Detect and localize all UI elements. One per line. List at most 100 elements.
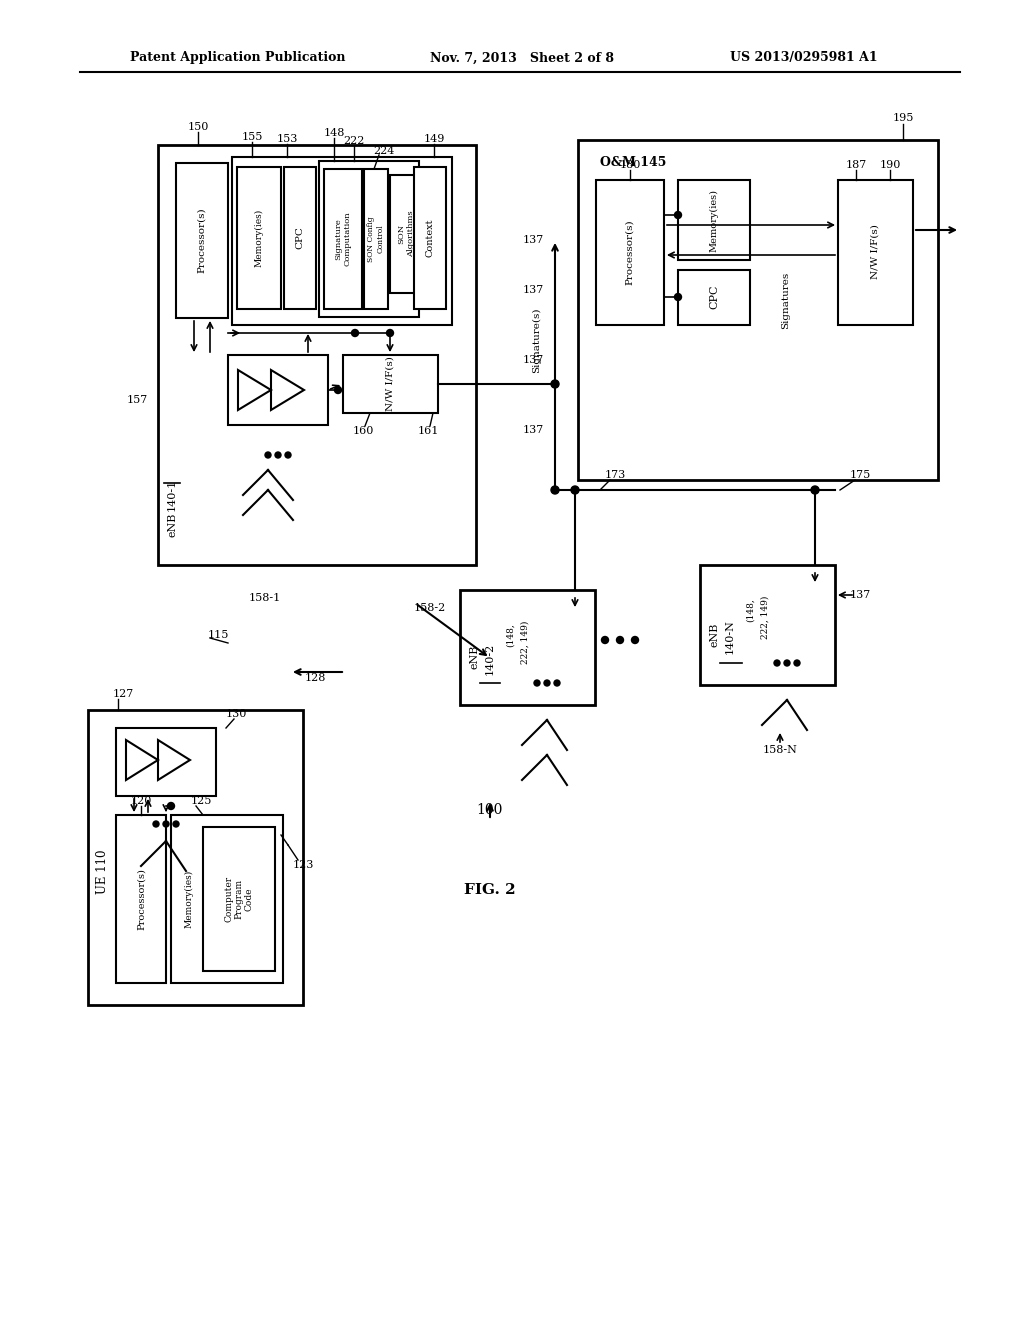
- Text: 173: 173: [604, 470, 626, 480]
- Text: 128: 128: [304, 673, 326, 682]
- FancyBboxPatch shape: [364, 169, 388, 309]
- Text: 130: 130: [225, 709, 247, 719]
- Text: Context: Context: [426, 219, 434, 257]
- Text: 123: 123: [292, 861, 313, 870]
- Text: eNB: eNB: [710, 623, 720, 647]
- FancyBboxPatch shape: [228, 355, 328, 425]
- Text: (148,: (148,: [506, 623, 514, 647]
- Circle shape: [173, 821, 179, 828]
- FancyBboxPatch shape: [284, 168, 316, 309]
- Text: eNB: eNB: [470, 644, 480, 669]
- Circle shape: [601, 636, 608, 644]
- Text: 140-N: 140-N: [725, 619, 735, 655]
- Text: 222, 149): 222, 149): [761, 595, 769, 639]
- Text: 127: 127: [113, 689, 133, 700]
- Text: Processor(s): Processor(s): [198, 207, 207, 273]
- Text: 158-2: 158-2: [414, 603, 446, 612]
- Circle shape: [168, 803, 174, 809]
- Text: 140-1: 140-1: [167, 479, 177, 511]
- Text: 155: 155: [242, 132, 263, 143]
- Text: 137: 137: [522, 285, 544, 294]
- Circle shape: [774, 660, 780, 667]
- Circle shape: [386, 330, 393, 337]
- Circle shape: [265, 451, 271, 458]
- Circle shape: [275, 451, 281, 458]
- FancyBboxPatch shape: [237, 168, 281, 309]
- Text: 100: 100: [477, 803, 503, 817]
- Circle shape: [351, 330, 358, 337]
- Text: 158-1: 158-1: [249, 593, 282, 603]
- Text: Signatures: Signatures: [781, 272, 791, 329]
- Text: O&M 145: O&M 145: [600, 156, 667, 169]
- Text: 175: 175: [849, 470, 870, 480]
- Circle shape: [554, 680, 560, 686]
- FancyBboxPatch shape: [390, 176, 423, 293]
- FancyBboxPatch shape: [158, 145, 476, 565]
- Text: 157: 157: [127, 395, 148, 405]
- Text: 148: 148: [324, 128, 345, 139]
- FancyBboxPatch shape: [596, 180, 664, 325]
- Text: CPC: CPC: [709, 285, 719, 309]
- FancyBboxPatch shape: [171, 814, 283, 983]
- Circle shape: [616, 636, 624, 644]
- Text: 137: 137: [522, 425, 544, 436]
- Text: Signature
Computation: Signature Computation: [335, 211, 351, 267]
- Circle shape: [153, 821, 159, 828]
- FancyBboxPatch shape: [700, 565, 835, 685]
- FancyBboxPatch shape: [838, 180, 913, 325]
- Circle shape: [163, 821, 169, 828]
- Text: Signature(s): Signature(s): [532, 308, 542, 372]
- Text: (148,: (148,: [745, 598, 755, 622]
- Text: Nov. 7, 2013   Sheet 2 of 8: Nov. 7, 2013 Sheet 2 of 8: [430, 51, 614, 65]
- Text: 137: 137: [522, 235, 544, 246]
- Text: Memory(ies): Memory(ies): [184, 870, 194, 928]
- Text: SON
Algorithms: SON Algorithms: [397, 211, 415, 257]
- Text: 158-N: 158-N: [763, 744, 798, 755]
- Text: 187: 187: [846, 160, 866, 170]
- FancyBboxPatch shape: [678, 271, 750, 325]
- Text: 150: 150: [187, 121, 209, 132]
- FancyBboxPatch shape: [319, 161, 419, 317]
- Text: Computer
Program
Code: Computer Program Code: [224, 876, 254, 923]
- Text: Processor(s): Processor(s): [136, 869, 145, 929]
- Text: SON Config
Control: SON Config Control: [368, 216, 385, 261]
- FancyBboxPatch shape: [414, 168, 446, 309]
- Circle shape: [632, 636, 639, 644]
- Text: 125: 125: [190, 796, 212, 807]
- Text: eNB: eNB: [167, 512, 177, 537]
- Circle shape: [675, 211, 682, 219]
- Circle shape: [551, 486, 559, 494]
- Text: Patent Application Publication: Patent Application Publication: [130, 51, 345, 65]
- Circle shape: [794, 660, 800, 667]
- Circle shape: [811, 486, 819, 494]
- Text: US 2013/0295981 A1: US 2013/0295981 A1: [730, 51, 878, 65]
- Text: FIG. 2: FIG. 2: [464, 883, 516, 898]
- FancyBboxPatch shape: [116, 729, 216, 796]
- Text: Memory(ies): Memory(ies): [254, 209, 263, 267]
- FancyBboxPatch shape: [460, 590, 595, 705]
- Text: 153: 153: [276, 135, 298, 144]
- Text: UE 110: UE 110: [95, 850, 109, 894]
- FancyBboxPatch shape: [343, 355, 438, 413]
- FancyBboxPatch shape: [232, 157, 452, 325]
- Text: Memory(ies): Memory(ies): [710, 189, 719, 252]
- Circle shape: [675, 293, 682, 301]
- Circle shape: [544, 680, 550, 686]
- Text: 137: 137: [849, 590, 870, 601]
- Text: 140-2: 140-2: [485, 643, 495, 675]
- Circle shape: [285, 451, 291, 458]
- Text: 160: 160: [352, 426, 374, 436]
- Text: 222: 222: [343, 136, 365, 147]
- FancyBboxPatch shape: [678, 180, 750, 260]
- Text: 222, 149): 222, 149): [520, 620, 529, 664]
- FancyBboxPatch shape: [578, 140, 938, 480]
- FancyBboxPatch shape: [203, 828, 275, 972]
- Text: 115: 115: [207, 630, 228, 640]
- Text: 180: 180: [620, 160, 641, 170]
- Text: 161: 161: [418, 426, 438, 436]
- Text: CPC: CPC: [296, 227, 304, 249]
- Text: 190: 190: [880, 160, 901, 170]
- FancyBboxPatch shape: [324, 169, 362, 309]
- Text: 224: 224: [374, 147, 394, 156]
- Text: Processor(s): Processor(s): [626, 219, 635, 285]
